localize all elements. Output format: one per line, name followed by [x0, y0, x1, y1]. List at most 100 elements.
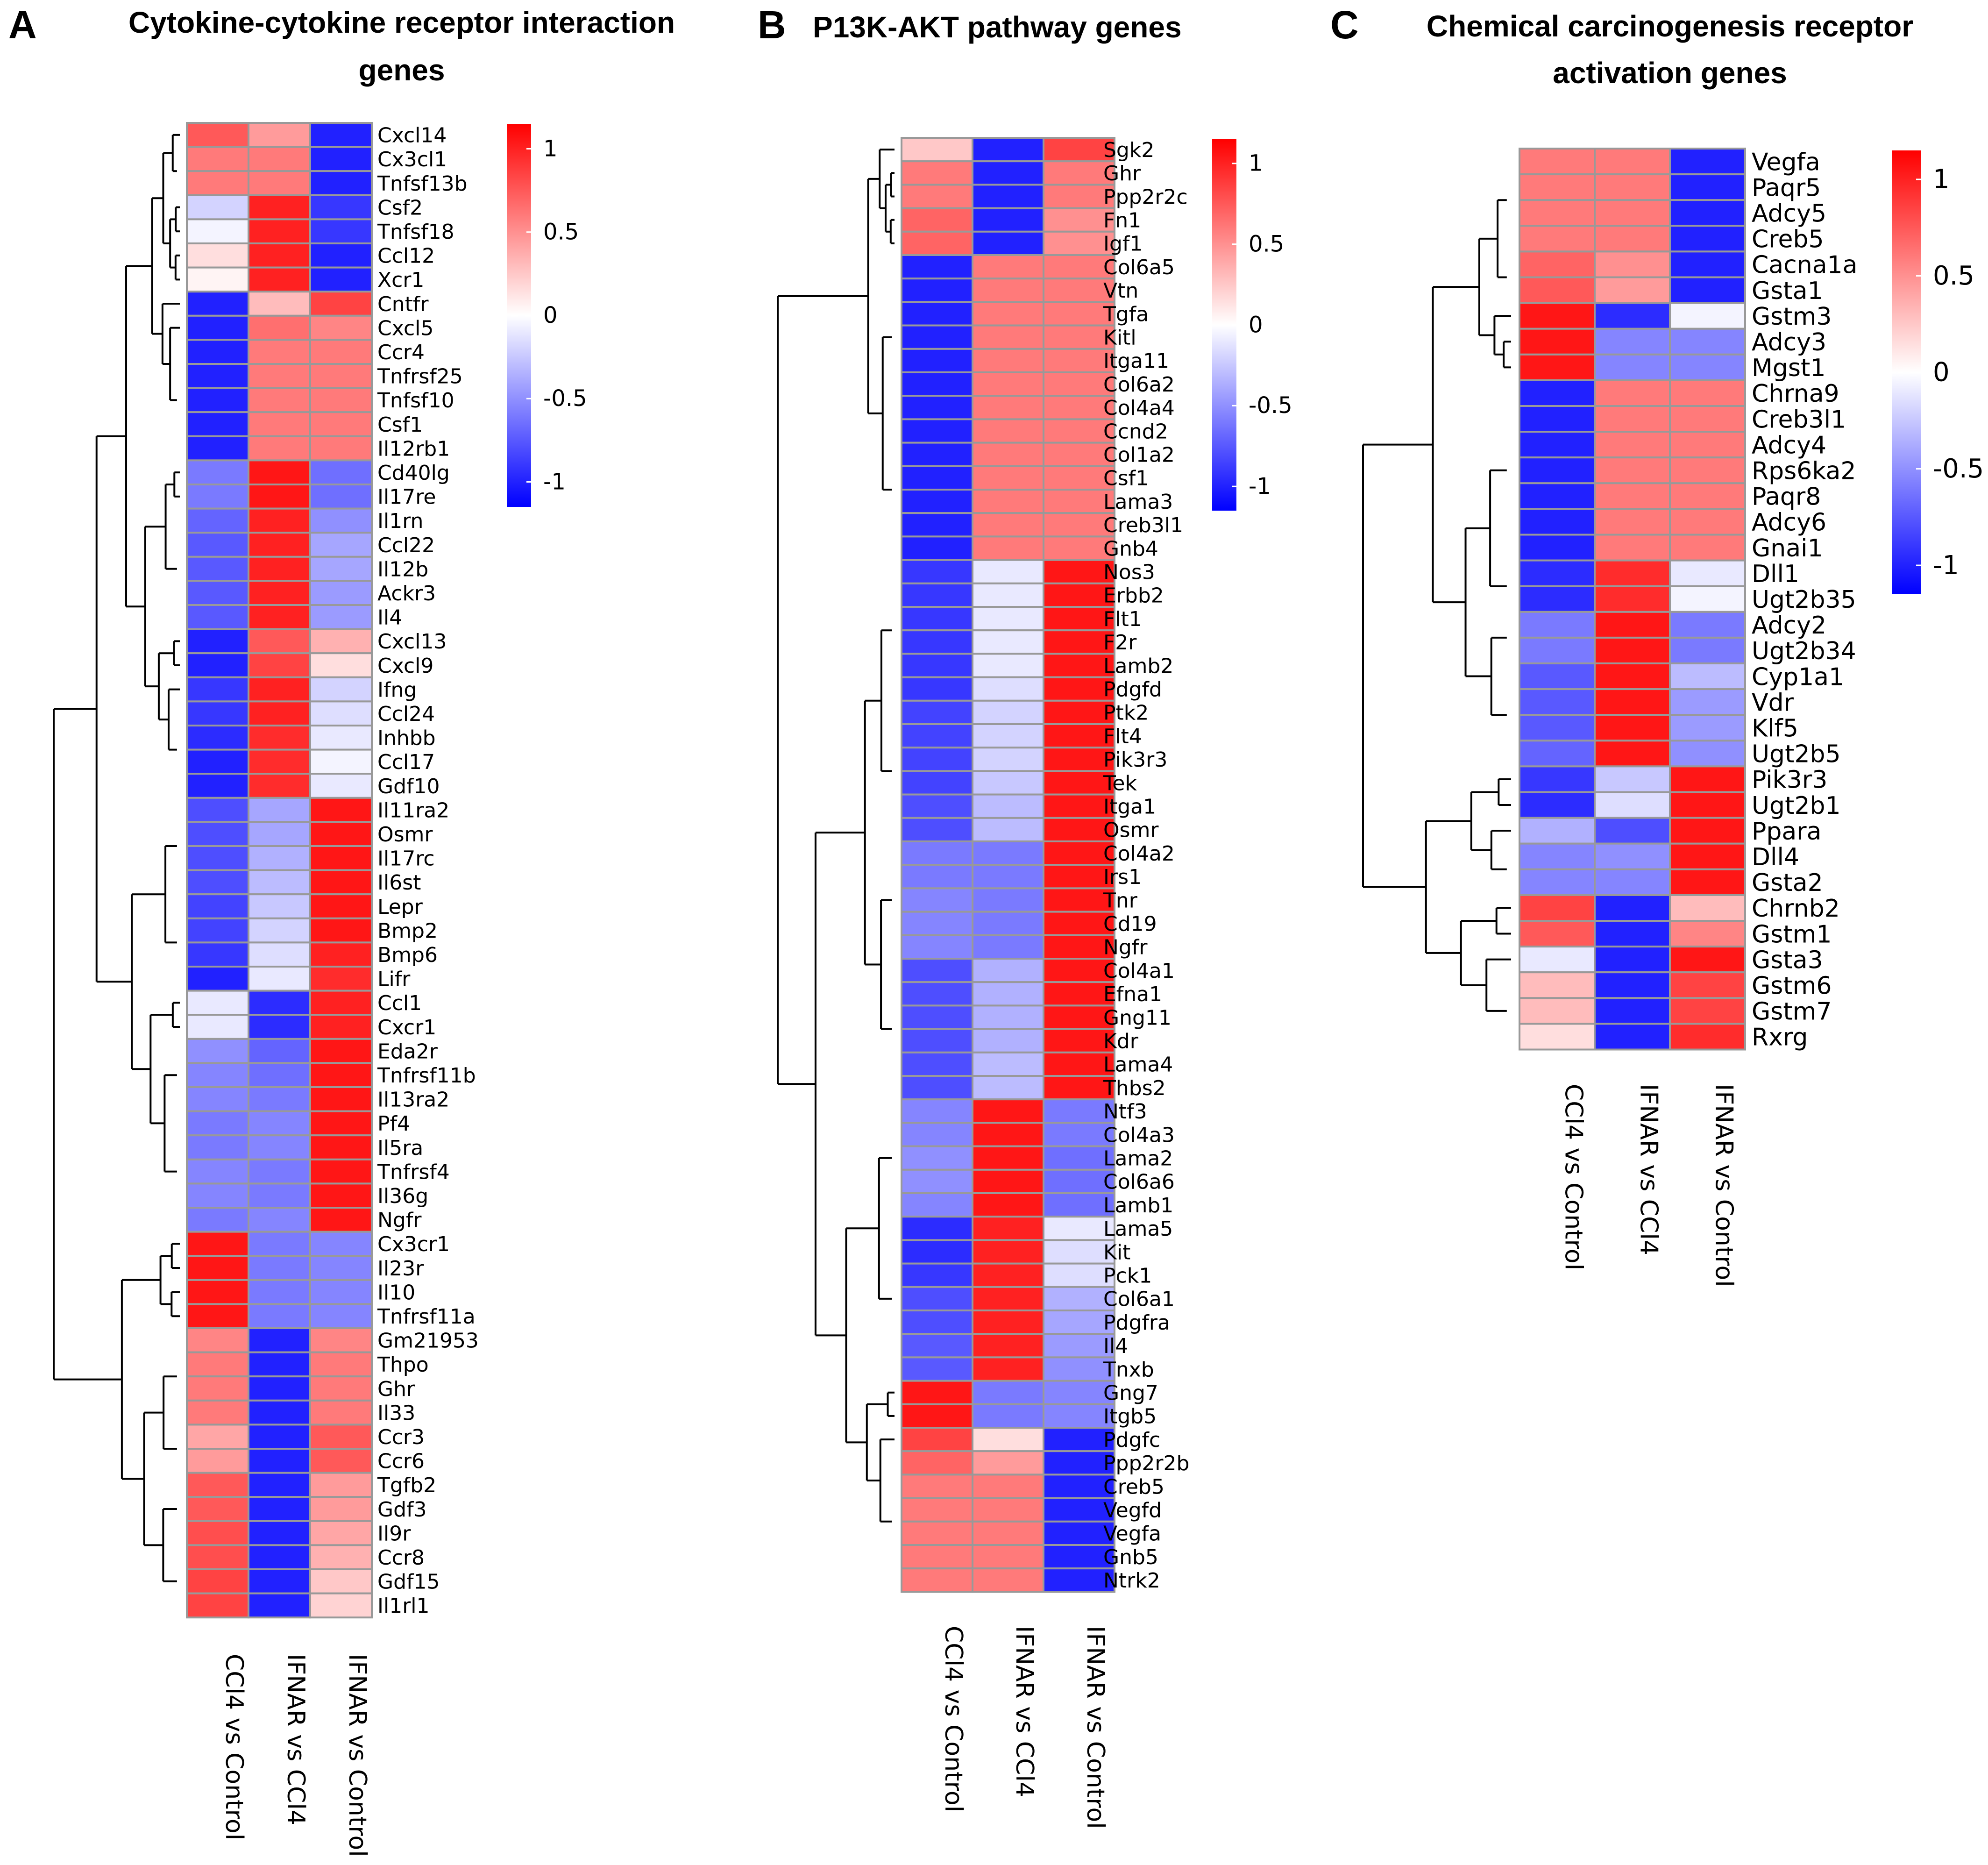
- heatmap-cell: [1043, 1403, 1115, 1429]
- heatmap-cell: [1669, 946, 1746, 974]
- heatmap-cell: [309, 748, 373, 775]
- row-labels: VegfaPaqr5Adcy5Creb5Cacna1aGsta1Gstm3Adc…: [1752, 148, 1858, 1051]
- heatmap-cell: [1043, 606, 1115, 632]
- row-label: Col6a1: [1103, 1288, 1175, 1311]
- heatmap-cell: [1669, 276, 1746, 304]
- heatmap-cell: [248, 1207, 311, 1233]
- heatmap-cell: [186, 893, 249, 919]
- row-label: Csf1: [377, 413, 423, 437]
- heatmap-cell: [1519, 585, 1596, 613]
- heatmap-cell: [901, 817, 973, 843]
- row-label: Col6a6: [1103, 1170, 1175, 1194]
- heatmap-cell: [248, 821, 311, 847]
- heatmap-cell: [309, 459, 373, 486]
- heatmap-cell: [248, 1279, 311, 1305]
- heatmap-cell: [901, 747, 973, 772]
- row-label: Lamb2: [1103, 654, 1173, 678]
- heatmap-cell: [972, 747, 1044, 772]
- heatmap-cell: [1519, 379, 1596, 407]
- heatmap-cell: [901, 1450, 973, 1476]
- heatmap-cell: [901, 1239, 973, 1265]
- heatmap-cell: [1594, 508, 1671, 536]
- heatmap-cell: [1594, 688, 1671, 716]
- heatmap-cell: [1669, 585, 1746, 613]
- heatmap-cell: [1043, 723, 1115, 749]
- heatmap-cell: [972, 958, 1044, 983]
- heatmap-cell: [901, 371, 973, 397]
- heatmap-cell: [972, 629, 1044, 655]
- heatmap-cell: [309, 435, 373, 462]
- heatmap-cell: [901, 1051, 973, 1077]
- heatmap-cell: [1043, 184, 1115, 209]
- heatmap-cell: [972, 864, 1044, 890]
- row-label: Vegfd: [1103, 1499, 1162, 1523]
- heatmap-cell: [901, 254, 973, 280]
- heatmap-cell: [901, 1075, 973, 1101]
- row-label: Gnb5: [1103, 1545, 1158, 1569]
- heatmap-cell: [309, 122, 373, 148]
- row-label: Il1rn: [377, 509, 423, 533]
- row-label: Col4a1: [1103, 959, 1175, 983]
- heatmap-cell: [309, 1544, 373, 1570]
- panel-c: C Chemical carcinogenesis receptor activ…: [1330, 3, 1984, 1287]
- heatmap-cell: [901, 1168, 973, 1195]
- heatmap-cell: [972, 934, 1044, 960]
- heatmap-cell: [1669, 817, 1746, 845]
- heatmap-cell: [186, 291, 249, 317]
- heatmap-cell: [901, 699, 973, 726]
- heatmap-cell: [1519, 842, 1596, 870]
- heatmap-cell: [1043, 1450, 1115, 1476]
- heatmap-cell: [901, 840, 973, 866]
- row-label: Tnfrsf25: [377, 365, 463, 389]
- heatmap-cell: [186, 387, 249, 413]
- row-label: Rps6ka2: [1752, 457, 1856, 485]
- heatmap-cell: [248, 122, 311, 148]
- heatmap-cell: [248, 291, 311, 317]
- heatmap-cell: [1043, 1028, 1115, 1054]
- heatmap-cell: [1519, 765, 1596, 793]
- row-label: Lama2: [1103, 1147, 1173, 1171]
- heatmap-cell: [186, 1110, 249, 1137]
- heatmap-cell: [1519, 791, 1596, 819]
- heatmap-cell: [248, 218, 311, 244]
- heatmap-cell: [1594, 894, 1671, 922]
- heatmap-cell: [248, 604, 311, 630]
- row-label: Thbs2: [1103, 1076, 1166, 1100]
- column-label: IFNAR vs Control: [343, 1654, 371, 1857]
- row-label: Col6a5: [1103, 256, 1175, 279]
- row-label: Vegfa: [1103, 1522, 1161, 1546]
- heatmap-cell: [972, 278, 1044, 303]
- heatmap-cell: [972, 1567, 1044, 1593]
- heatmap-cell: [309, 266, 373, 293]
- heatmap-cell: [309, 917, 373, 944]
- heatmap-cell: [1519, 225, 1596, 253]
- heatmap-cell: [1669, 482, 1746, 510]
- heatmap-cell: [972, 1520, 1044, 1546]
- row-label: Tnfsf13b: [377, 172, 468, 196]
- row-label: Gdf15: [377, 1570, 440, 1594]
- heatmap-cell: [309, 821, 373, 847]
- heatmap-cell: [186, 1158, 249, 1185]
- heatmap-cell: [1594, 662, 1671, 690]
- row-label: Ccl1: [377, 991, 422, 1015]
- heatmap-cell: [186, 773, 249, 799]
- heatmap-cell: [1043, 958, 1115, 983]
- row-label: Cd19: [1103, 912, 1157, 936]
- heatmap-cell: [186, 146, 249, 172]
- heatmap-cell: [1043, 1427, 1115, 1452]
- heatmap-cell: [1669, 688, 1746, 716]
- column-label: CCl4 vs Control: [939, 1626, 967, 1812]
- heatmap-cell: [309, 845, 373, 871]
- heatmap-cell: [1519, 868, 1596, 896]
- heatmap-cell: [186, 1086, 249, 1112]
- row-label: Ugt2b1: [1752, 792, 1841, 820]
- heatmap-cell: [248, 1134, 311, 1160]
- heatmap-cell: [972, 1075, 1044, 1101]
- legend-tick-label: 0: [1249, 312, 1263, 338]
- heatmap-cell: [186, 1496, 249, 1522]
- heatmap-cell: [248, 1568, 311, 1595]
- heatmap-cell: [1519, 894, 1596, 922]
- row-label: Csf2: [377, 196, 423, 220]
- row-label: Lepr: [377, 895, 423, 919]
- row-label: Lama5: [1103, 1217, 1173, 1241]
